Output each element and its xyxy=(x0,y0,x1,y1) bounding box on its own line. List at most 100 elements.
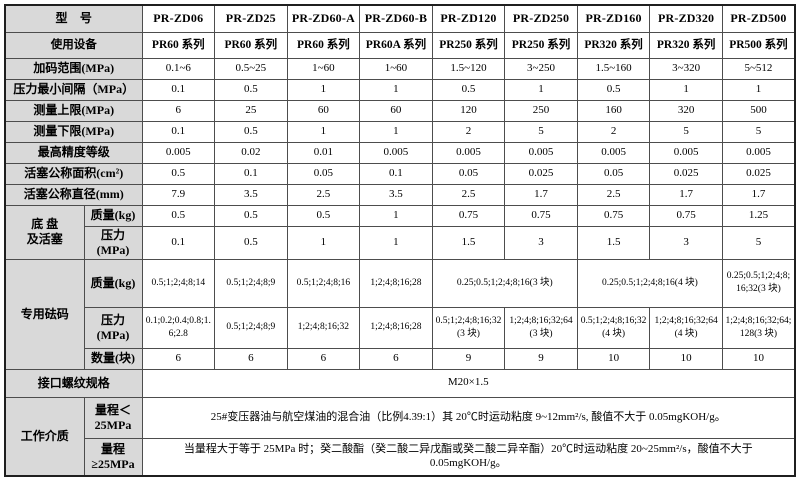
subrow-label: 压力(MPa) xyxy=(83,225,143,260)
weights-qty-row: 数量(块) 6 6 6 6 9 9 10 10 10 xyxy=(5,347,796,370)
weights-mass-cell: 0.5;1;2;4;8;14 xyxy=(141,258,216,308)
spec-cell: 0.5 xyxy=(141,162,216,185)
equipment-cell: PR320 系列 xyxy=(576,31,651,59)
spec-row: 压力最小间隔（MPa） 0.1 0.5 1 1 0.5 1 0.5 1 1 xyxy=(4,78,796,101)
row-label-model: 型 号 xyxy=(4,4,143,33)
spec-row: 测量上限(MPa) 6 25 60 60 120 250 160 320 500 xyxy=(4,99,796,122)
group-label-weights: 专用砝码 xyxy=(4,258,85,370)
weights-mass-cell: 0.5;1;2;4;8;9 xyxy=(214,258,288,308)
spec-cell: 0.025 xyxy=(504,162,578,185)
equipment-cell: PR60 系列 xyxy=(286,31,361,59)
spec-row: 加码范围(MPa) 0.1~6 0.5~25 1~60 1~60 1.5~120… xyxy=(4,57,796,80)
equipment-cell: PR250 系列 xyxy=(504,31,578,59)
spec-cell: 0.005 xyxy=(431,141,506,164)
row-label: 压力最小间隔（MPa） xyxy=(4,78,143,101)
weights-pressure-cell: 1;2;4;8;16;32;64(3 块) xyxy=(504,306,578,349)
weights-pressure-cell: 0.5;1;2;4;8;16;32(4 块) xyxy=(576,306,651,349)
medium-text: 25#变压器油与航空煤油的混合油（比例4.39:1）其 20℃时运动粘度 9~1… xyxy=(141,396,796,439)
weights-pressure-cell: 0.5;1;2;4;8;9 xyxy=(214,306,288,349)
spec-row: 活塞公称直径(mm) 7.9 3.5 2.5 3.5 2.5 1.7 2.5 1… xyxy=(4,183,796,206)
spec-cell: 2 xyxy=(576,120,651,143)
spec-cell: 1 xyxy=(359,78,433,101)
medium-text: 当量程大于等于 25MPa 时；癸二酸酯（癸二酸二异戊酯或癸二酸二异辛酯）20℃… xyxy=(141,437,796,477)
spec-cell: 1.25 xyxy=(721,204,796,227)
row-label: 最高精度等级 xyxy=(4,141,143,164)
base-piston-mass-row: 底 盘 及活塞 质量(kg) 0.5 0.5 0.5 1 0.75 0.75 0… xyxy=(4,204,796,260)
row-label-equipment: 使用设备 xyxy=(4,31,143,59)
weights-pressure-cell: 1;2;4;8;16;32;64;128(3 块) xyxy=(721,306,796,349)
spec-cell: 5 xyxy=(721,120,796,143)
model-row: 型 号 PR-ZD06 PR-ZD25 PR-ZD60-A PR-ZD60-B … xyxy=(4,4,796,33)
weights-pressure-cell: 1;2;4;8;16;28 xyxy=(359,306,433,349)
weights-qty-cell: 10 xyxy=(576,347,651,370)
equipment-cell: PR60 系列 xyxy=(141,31,216,59)
group-label-base-piston: 底 盘 及活塞 xyxy=(4,204,85,260)
weights-qty-cell: 6 xyxy=(214,347,288,370)
spec-cell: 1 xyxy=(359,225,433,260)
spec-cell: 1 xyxy=(649,78,723,101)
thread-value: M20×1.5 xyxy=(141,368,796,398)
row-label: 测量上限(MPa) xyxy=(4,99,143,122)
spec-cell: 0.01 xyxy=(286,141,361,164)
thread-row: 接口螺纹规格 M20×1.5 xyxy=(4,368,796,398)
spec-row: 测量下限(MPa) 0.1 0.5 1 1 2 5 2 5 5 xyxy=(4,120,796,143)
equipment-cell: PR60 系列 xyxy=(214,31,288,59)
spec-cell: 3 xyxy=(649,225,723,260)
row-label: 活塞公称直径(mm) xyxy=(4,183,143,206)
spec-cell: 1 xyxy=(359,120,433,143)
spec-cell: 2 xyxy=(431,120,506,143)
spec-cell: 0.025 xyxy=(721,162,796,185)
model-cell: PR-ZD250 xyxy=(504,4,578,33)
subrow-label: 压力(MPa) xyxy=(83,306,143,349)
spec-cell: 0.5 xyxy=(431,78,506,101)
spec-cell: 5 xyxy=(649,120,723,143)
row-label: 测量下限(MPa) xyxy=(4,120,143,143)
weights-pressure-row: 压力(MPa) 0.1;0.2;0.4;0.8;1.6;2.8 0.5;1;2;… xyxy=(5,306,796,349)
row-label: 活塞公称面积(cm²) xyxy=(4,162,143,185)
spec-cell: 0.75 xyxy=(504,204,578,227)
medium-row: 量程≥25MPa 当量程大于等于 25MPa 时；癸二酸酯（癸二酸二异戊酯或癸二… xyxy=(5,437,796,477)
spec-cell: 1.5 xyxy=(576,225,651,260)
spec-cell: 0.05 xyxy=(286,162,361,185)
weights-pressure-cell: 0.1;0.2;0.4;0.8;1.6;2.8 xyxy=(141,306,216,349)
spec-row: 活塞公称面积(cm²) 0.5 0.1 0.05 0.1 0.05 0.025 … xyxy=(4,162,796,185)
spec-cell: 3~320 xyxy=(649,57,723,80)
spec-cell: 1 xyxy=(721,78,796,101)
spec-cell: 0.1 xyxy=(141,225,216,260)
medium-row: 工作介质 量程＜25MPa 25#变压器油与航空煤油的混合油（比例4.39:1）… xyxy=(4,396,796,477)
spec-cell: 3.5 xyxy=(359,183,433,206)
spec-cell: 1 xyxy=(286,78,361,101)
spec-cell: 1.5~160 xyxy=(576,57,651,80)
spec-cell: 5 xyxy=(504,120,578,143)
spec-cell: 120 xyxy=(431,99,506,122)
spec-cell: 0.5 xyxy=(576,78,651,101)
subrow-label: 质量(kg) xyxy=(83,258,143,308)
spec-cell: 1 xyxy=(359,204,433,227)
spec-cell: 1.7 xyxy=(649,183,723,206)
weights-qty-cell: 9 xyxy=(504,347,578,370)
spec-cell: 1~60 xyxy=(359,57,433,80)
spec-cell: 5 xyxy=(721,225,796,260)
spec-cell: 1 xyxy=(286,225,361,260)
spec-cell: 0.05 xyxy=(431,162,506,185)
spec-cell: 0.75 xyxy=(431,204,506,227)
spec-cell: 0.1~6 xyxy=(141,57,216,80)
spec-cell: 0.1 xyxy=(141,78,216,101)
row-label-thread: 接口螺纹规格 xyxy=(4,368,143,398)
spec-table-container: 型 号 PR-ZD06 PR-ZD25 PR-ZD60-A PR-ZD60-B … xyxy=(4,4,796,477)
spec-cell: 0.005 xyxy=(359,141,433,164)
spec-cell: 3~250 xyxy=(504,57,578,80)
spec-cell: 1~60 xyxy=(286,57,361,80)
model-cell: PR-ZD60-B xyxy=(359,4,433,33)
spec-cell: 500 xyxy=(721,99,796,122)
spec-cell: 6 xyxy=(141,99,216,122)
spec-cell: 0.005 xyxy=(504,141,578,164)
weights-mass-row: 专用砝码 质量(kg) 0.5;1;2;4;8;14 0.5;1;2;4;8;9… xyxy=(4,258,796,370)
spec-cell: 0.1 xyxy=(141,120,216,143)
spec-cell: 0.005 xyxy=(721,141,796,164)
spec-cell: 0.1 xyxy=(359,162,433,185)
spec-cell: 0.5 xyxy=(214,204,288,227)
spec-cell: 1 xyxy=(504,78,578,101)
model-cell: PR-ZD120 xyxy=(431,4,506,33)
weights-pressure-cell: 1;2;4;8;16;32;64(4 块) xyxy=(649,306,723,349)
